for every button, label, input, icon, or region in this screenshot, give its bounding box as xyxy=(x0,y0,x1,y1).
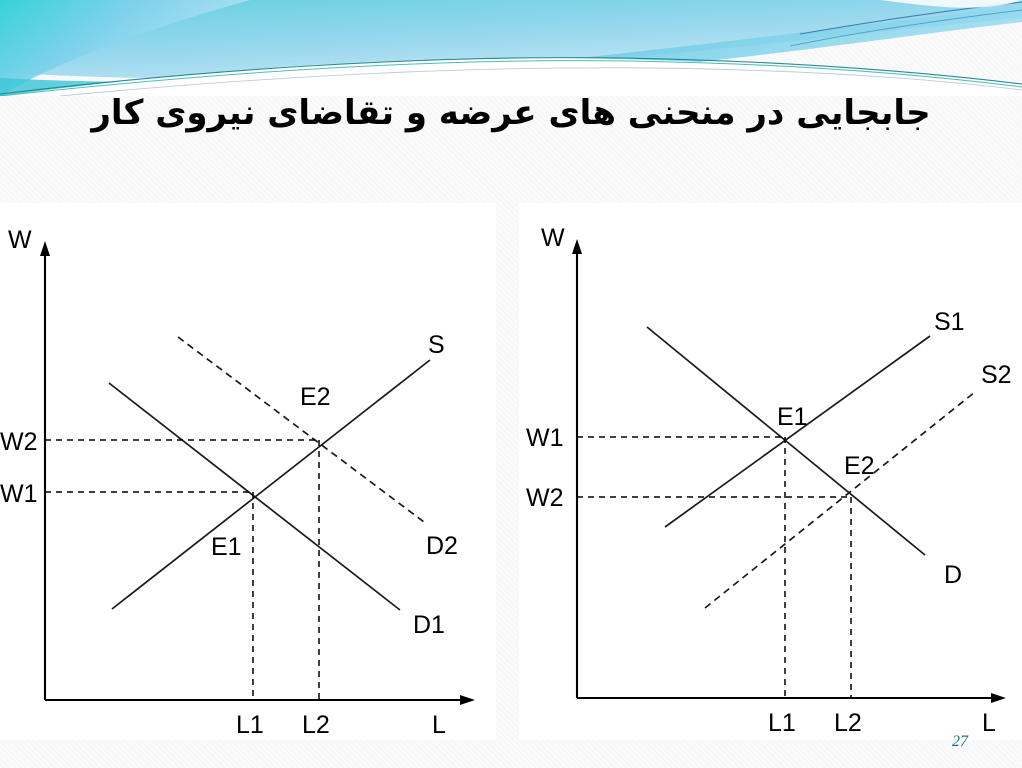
curve-label-d: D xyxy=(944,561,962,589)
demand-curve-d1 xyxy=(108,382,401,611)
band-top-fill xyxy=(0,0,1022,79)
demand-shift-diagram: W L W2 W1 L1 L2 S D1 D2 E1 E2 xyxy=(0,226,475,739)
curve-label-d2: D2 xyxy=(426,532,458,560)
x-axis-label: L xyxy=(982,709,996,737)
curve-label-s1: S1 xyxy=(934,308,965,336)
page-title: جابجایی در منحنی های عرضه و تقاضای نیروی… xyxy=(91,93,931,133)
curve-label-s2: S2 xyxy=(981,361,1012,389)
y-axis-label: W xyxy=(541,224,565,252)
x-axis-label: L xyxy=(432,711,446,739)
x-tick-label-l1: L1 xyxy=(768,709,796,737)
y-tick-label-w2: W2 xyxy=(526,484,564,512)
curve-label-s: S xyxy=(428,331,445,359)
header-swoosh-graphic xyxy=(0,0,1022,96)
supply-curve-s xyxy=(111,359,431,610)
y-axis-arrowhead xyxy=(572,239,582,254)
y-axis-arrowhead xyxy=(40,241,50,256)
equilibrium-label-e1: E1 xyxy=(211,533,242,561)
y-tick-label-w1: W1 xyxy=(0,480,38,508)
supply-curve-s1 xyxy=(664,335,931,528)
supply-shift-diagram: W L W1 W2 L1 L2 S1 S2 D E1 E2 xyxy=(526,224,1012,737)
x-axis-arrowhead xyxy=(991,693,1006,703)
band-accent-stroke-3 xyxy=(59,67,1022,96)
y-tick-label-w1: W1 xyxy=(526,424,564,452)
band-left-wedge xyxy=(0,0,250,96)
demand-curve-d2 xyxy=(177,336,425,523)
x-tick-label-l2: L2 xyxy=(302,711,330,739)
x-tick-label-l1: L1 xyxy=(236,711,264,739)
slide-number: 27 xyxy=(952,733,968,750)
x-tick-label-l2: L2 xyxy=(834,709,862,737)
equilibrium-label-e2: E2 xyxy=(844,452,875,480)
band-white-swoosh xyxy=(0,57,1022,96)
band-accent-stroke-5 xyxy=(789,9,1022,47)
equilibrium-label-e1: E1 xyxy=(777,403,808,431)
band-accent-stroke-1 xyxy=(0,57,1022,95)
curve-label-d1: D1 xyxy=(413,611,445,639)
band-top-right-curl xyxy=(880,0,1022,8)
chart-panel-supply-shift: W L W1 W2 L1 L2 S1 S2 D E1 E2 xyxy=(519,203,1022,740)
y-tick-label-w2: W2 xyxy=(0,428,38,456)
chart-panel-demand-shift: W L W2 W1 L1 L2 S D1 D2 E1 E2 xyxy=(0,203,496,740)
x-axis-arrowhead xyxy=(460,695,475,705)
decorative-header-band xyxy=(0,0,1022,96)
equilibrium-label-e2: E2 xyxy=(300,383,331,411)
supply-curve-s2 xyxy=(704,391,976,609)
demand-curve-d xyxy=(646,326,926,556)
y-axis-label: W xyxy=(8,226,32,254)
band-accent-stroke-2 xyxy=(0,60,1022,96)
